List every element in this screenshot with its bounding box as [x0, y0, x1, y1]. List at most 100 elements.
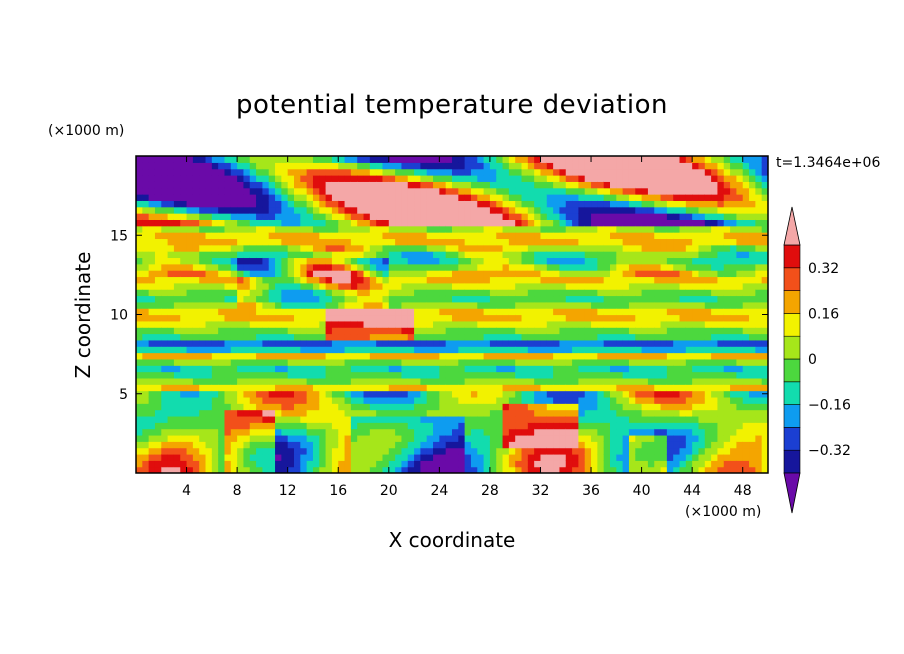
field-cell	[275, 415, 282, 423]
field-cell	[388, 244, 396, 252]
field-cell	[616, 251, 624, 259]
field-cell	[161, 447, 169, 455]
field-cell	[363, 263, 371, 271]
field-cell	[654, 282, 662, 290]
field-cell	[161, 422, 169, 430]
field-cell	[546, 422, 554, 430]
field-cell	[565, 466, 573, 473]
field-cell	[628, 263, 636, 271]
field-cell	[142, 168, 150, 176]
field-cell	[635, 352, 643, 360]
field-cell	[559, 327, 567, 335]
field-cell	[534, 333, 542, 341]
field-cell	[388, 206, 396, 214]
field-cell	[540, 396, 548, 404]
field-cell	[180, 263, 188, 271]
field-cell	[591, 365, 598, 373]
field-cell	[268, 409, 276, 417]
field-cell	[395, 320, 403, 328]
field-cell	[559, 428, 567, 436]
field-cell	[357, 409, 365, 417]
field-cell	[673, 225, 681, 233]
field-cell	[205, 156, 213, 163]
field-cell	[439, 352, 447, 360]
field-cell	[515, 282, 523, 290]
field-cell	[723, 162, 731, 170]
field-cell	[616, 352, 624, 360]
field-cell	[622, 377, 630, 385]
field-cell	[584, 447, 592, 455]
field-cell	[470, 301, 478, 309]
field-cell	[458, 251, 466, 259]
field-cell	[154, 251, 162, 259]
field-cell	[376, 409, 384, 417]
field-cell	[382, 282, 390, 290]
field-cell	[641, 213, 649, 220]
field-cell	[749, 187, 756, 195]
field-cell	[470, 371, 478, 379]
field-cell	[553, 282, 561, 290]
field-cell	[578, 352, 586, 360]
field-cell	[173, 390, 181, 398]
field-cell	[673, 168, 681, 176]
field-cell	[161, 244, 169, 252]
field-cell	[205, 200, 213, 208]
field-cell	[199, 175, 207, 182]
field-cell	[420, 371, 428, 379]
field-cell	[717, 466, 725, 473]
field-cell	[294, 447, 301, 455]
field-cell	[647, 219, 655, 227]
field-cell	[407, 333, 415, 341]
field-cell	[730, 428, 737, 436]
field-cell	[641, 168, 649, 176]
field-cell	[654, 200, 662, 208]
field-cell	[287, 403, 295, 411]
field-cell	[439, 314, 447, 322]
field-cell	[237, 371, 245, 379]
field-cell	[192, 403, 200, 411]
field-cell	[584, 346, 592, 354]
field-cell	[173, 384, 181, 392]
field-cell	[136, 327, 143, 335]
field-cell	[433, 238, 440, 246]
field-cell	[641, 206, 649, 214]
field-cell	[660, 168, 668, 176]
field-cell	[306, 377, 314, 385]
field-cell	[325, 282, 333, 290]
field-cell	[161, 314, 169, 322]
field-cell	[559, 200, 567, 208]
field-cell	[508, 390, 516, 398]
field-cell	[452, 168, 459, 176]
field-cell	[148, 206, 156, 214]
field-cell	[452, 308, 459, 316]
field-cell	[584, 409, 592, 417]
field-cell	[407, 200, 415, 208]
field-cell	[679, 365, 687, 373]
field-cell	[572, 289, 579, 297]
field-cell	[761, 365, 768, 373]
field-cell	[262, 333, 270, 341]
field-cell	[319, 320, 327, 328]
field-cell	[559, 187, 567, 195]
field-cell	[230, 168, 238, 176]
field-cell	[401, 396, 409, 404]
field-cell	[546, 352, 554, 360]
field-cell	[388, 460, 396, 468]
field-cell	[369, 244, 377, 252]
field-cell	[527, 295, 535, 303]
field-cell	[508, 434, 516, 442]
field-cell	[591, 162, 598, 170]
field-cell	[338, 282, 346, 290]
field-cell	[489, 409, 497, 417]
field-cell	[331, 415, 339, 423]
field-cell	[610, 384, 617, 392]
field-cell	[388, 314, 396, 322]
field-cell	[610, 409, 617, 417]
field-cell	[262, 175, 270, 182]
field-cell	[167, 263, 175, 271]
field-cell	[287, 200, 295, 208]
field-cell	[439, 194, 447, 201]
field-cell	[761, 346, 768, 354]
field-cell	[281, 308, 289, 316]
field-cell	[199, 327, 207, 335]
